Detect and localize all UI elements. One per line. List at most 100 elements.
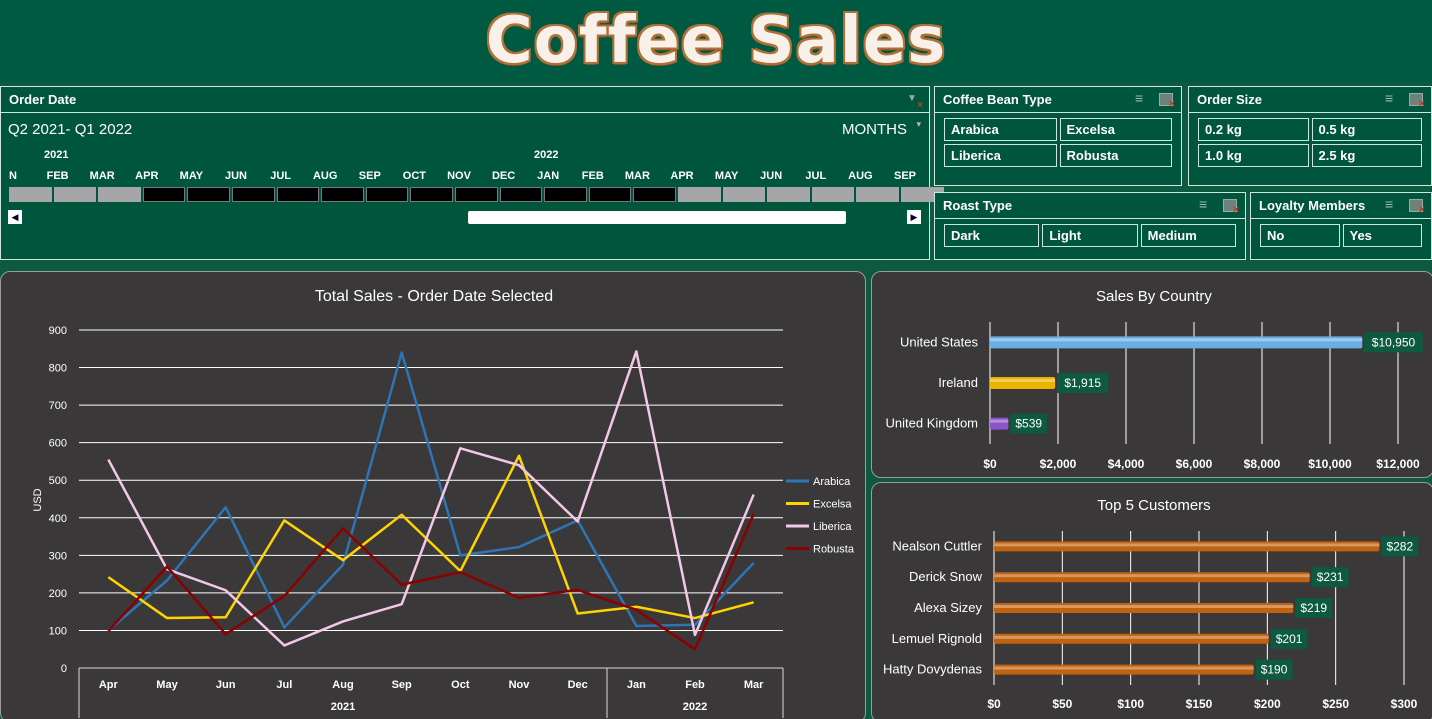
timeline-month-cell-selected[interactable] <box>187 187 230 202</box>
timeline-month-label: MAY <box>179 170 204 182</box>
timeline-month-label: OCT <box>402 170 426 182</box>
slicer-item-light[interactable]: Light <box>1042 224 1138 247</box>
x-tick-label: $8,000 <box>1244 457 1281 471</box>
clear-filter-icon[interactable] <box>1409 199 1425 216</box>
timeline-month-cell-selected[interactable] <box>588 187 632 202</box>
timeline-month-cell[interactable] <box>901 187 944 202</box>
timeline-month-cell-selected[interactable] <box>142 187 186 202</box>
chart-title: Total Sales - Order Date Selected <box>315 288 553 305</box>
slicer-item-0-5kg[interactable]: 0.5 kg <box>1311 118 1422 141</box>
x-group-label: 2021 <box>331 701 355 713</box>
multi-select-icon[interactable] <box>1385 92 1399 106</box>
timeline-month-cell[interactable] <box>9 187 52 202</box>
timeline-month-cell-selected[interactable] <box>455 187 498 202</box>
slicer-item-liberica[interactable]: Liberica <box>944 144 1057 167</box>
slicer-item-2-5kg[interactable]: 2.5 kg <box>1311 144 1422 167</box>
multi-select-icon[interactable] <box>1135 92 1149 106</box>
timeline-month-cell-selected[interactable] <box>321 187 364 202</box>
timeline-month-cell[interactable] <box>722 187 766 202</box>
timeline-month-cell[interactable] <box>53 187 97 202</box>
timeline-month-cell[interactable] <box>678 187 721 202</box>
timeline-selection-label: Q2 2021- Q1 2022 <box>8 121 133 138</box>
timeline-level-dropdown[interactable]: MONTHS <box>842 119 921 138</box>
y-tick-label: 400 <box>49 513 67 525</box>
slicer-item-robusta[interactable]: Robusta <box>1059 144 1172 167</box>
y-tick-label: 900 <box>49 325 67 337</box>
slicer-item-yes[interactable]: Yes <box>1342 224 1422 247</box>
timeline-year-label: 2022 <box>534 149 559 161</box>
series-line-liberica <box>107 350 755 647</box>
category-label: United States <box>900 334 979 349</box>
multi-select-icon[interactable] <box>1385 198 1399 212</box>
bar-highlight <box>994 574 1310 578</box>
bar <box>994 664 1254 675</box>
bar <box>994 572 1310 583</box>
clear-filter-icon[interactable] <box>1409 93 1425 110</box>
slicer-item-0-2kg[interactable]: 0.2 kg <box>1198 118 1309 141</box>
x-tick-label: Apr <box>99 679 119 691</box>
order-date-timeline[interactable]: Order Date Q2 2021- Q1 2022 MONTHS 2021 … <box>0 86 944 260</box>
timeline-title: Order Date <box>9 92 77 107</box>
x-tick-label: Dec <box>568 679 588 691</box>
clear-filter-icon[interactable] <box>1159 93 1175 110</box>
data-label-box <box>1255 659 1293 680</box>
order-size-slicer: Order Size 0.2 kg 0.5 kg 1.0 kg 2.5 kg <box>1188 86 1432 186</box>
data-label: $10,950 <box>1372 335 1416 349</box>
timeline-month-cell[interactable] <box>856 187 899 202</box>
timeline-header: Order Date <box>1 87 929 113</box>
x-tick-label: $100 <box>1117 697 1144 711</box>
legend-label: Excelsa <box>813 499 852 511</box>
timeline-month-label: MAY <box>714 170 739 182</box>
timeline-month-cell-selected[interactable] <box>499 187 543 202</box>
slicer-item-excelsa[interactable]: Excelsa <box>1059 118 1172 141</box>
timeline-month-cell-selected[interactable] <box>544 187 587 202</box>
y-tick-label: 600 <box>49 438 67 450</box>
y-tick-label: 700 <box>49 400 67 412</box>
timeline-month-cell-selected[interactable] <box>410 187 453 202</box>
timeline-month-cell-selected[interactable] <box>276 187 320 202</box>
sales-by-country-chart: Sales By Country $0 $2,000 $4,000 $6,000 $8,0… <box>886 288 1423 471</box>
slicer-title: Loyalty Members <box>1259 198 1366 213</box>
y-tick-label: 0 <box>61 663 67 675</box>
data-label-box <box>1057 373 1109 393</box>
bar-highlight <box>994 543 1380 547</box>
timeline-month-cell[interactable] <box>98 187 141 202</box>
timeline-month-cell-selected[interactable] <box>232 187 275 202</box>
slicer-item-no[interactable]: No <box>1260 224 1340 247</box>
category-label: Hatty Dovydenas <box>883 662 982 677</box>
slicer-header: Loyalty Members <box>1251 193 1431 219</box>
timeline-month-label: JUL <box>805 170 827 182</box>
timeline-month-label: MAR <box>89 170 115 182</box>
x-tick-label: Jun <box>216 679 236 691</box>
bar-highlight <box>990 419 1009 423</box>
scroll-left-button[interactable]: ◀ <box>8 210 22 224</box>
x-tick-label: Oct <box>451 679 470 691</box>
slicer-item-arabica[interactable]: Arabica <box>944 118 1057 141</box>
timeline-month-cell-selected[interactable] <box>633 187 676 202</box>
slicer-item-dark[interactable]: Dark <box>944 224 1040 247</box>
timeline-year-label: 2021 <box>44 149 69 161</box>
chart-title: Top 5 Customers <box>1097 497 1210 514</box>
timeline-month-cell[interactable] <box>811 187 855 202</box>
slicer-title: Order Size <box>1197 92 1263 107</box>
data-label: $201 <box>1276 632 1303 646</box>
clear-filter-icon[interactable] <box>907 93 923 111</box>
category-label: Ireland <box>938 375 978 390</box>
y-tick-label: 100 <box>49 625 67 637</box>
slicer-item-medium[interactable]: Medium <box>1140 224 1236 247</box>
y-tick-label: 500 <box>49 475 67 487</box>
scroll-right-button[interactable]: ▶ <box>907 210 921 224</box>
x-tick-label: May <box>156 679 178 691</box>
timeline-month-cell[interactable] <box>767 187 810 202</box>
slicer-item-1-0kg[interactable]: 1.0 kg <box>1198 144 1309 167</box>
timeline-month-label: AUG <box>312 170 338 182</box>
timeline-month-cell-selected[interactable] <box>365 187 409 202</box>
bar <box>990 417 1009 430</box>
clear-filter-icon[interactable] <box>1223 199 1239 216</box>
timeline-month-label: APR <box>670 170 694 182</box>
x-tick-label: $300 <box>1391 697 1418 711</box>
timeline-month-label: DEC <box>491 170 516 182</box>
multi-select-icon[interactable] <box>1199 198 1213 212</box>
timeline-scroll-thumb[interactable] <box>468 211 846 224</box>
y-tick-label: 200 <box>49 588 67 600</box>
